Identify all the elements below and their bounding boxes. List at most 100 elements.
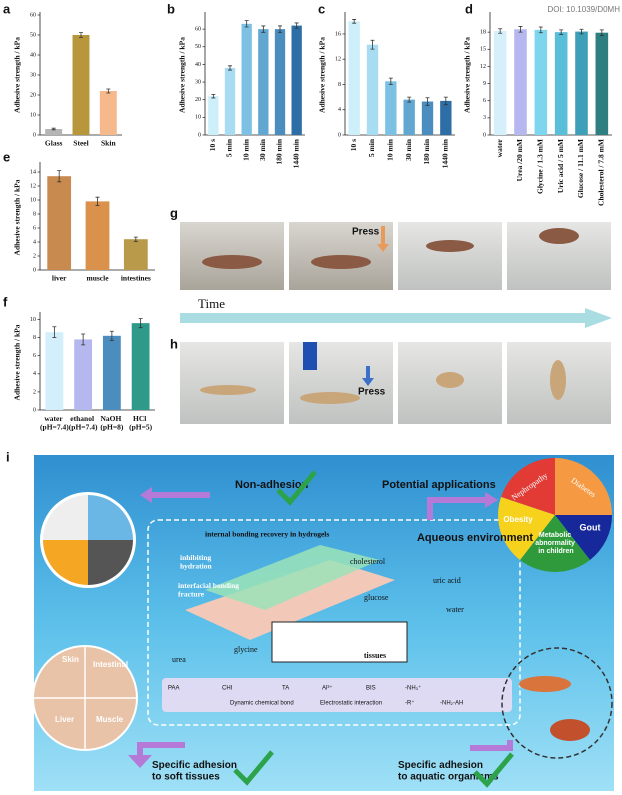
label: Dynamic chemical bond bbox=[230, 701, 294, 707]
photo bbox=[180, 342, 284, 424]
label: CHI bbox=[222, 686, 233, 692]
y-tick-label: 8 bbox=[338, 82, 341, 88]
bar bbox=[74, 339, 93, 410]
error-bar bbox=[425, 97, 430, 106]
arrow-head bbox=[128, 755, 152, 768]
y-tick-label: 20 bbox=[195, 97, 201, 103]
label: Specific adhesion to soft tissues bbox=[152, 760, 240, 783]
quadrant bbox=[88, 495, 133, 540]
y-tick-label: 12 bbox=[480, 64, 486, 70]
error-bar bbox=[294, 22, 299, 29]
shrimp bbox=[519, 676, 571, 692]
label: Non-adhesion bbox=[235, 479, 309, 491]
legend-strip bbox=[162, 678, 512, 712]
error-bar bbox=[559, 29, 564, 35]
y-tick-label: 12 bbox=[30, 183, 36, 189]
label: Potential applications bbox=[382, 479, 496, 491]
y-tick-label: 14 bbox=[30, 169, 36, 175]
x-tick-label: Glycine / 1.3 mM bbox=[536, 139, 545, 194]
arrow bbox=[470, 740, 513, 751]
bar bbox=[366, 44, 379, 135]
y-tick-label: 0 bbox=[33, 132, 36, 138]
panel-g: g Press bbox=[170, 205, 611, 290]
y-tick-label: 9 bbox=[483, 81, 486, 87]
y-tick-label: 6 bbox=[33, 353, 36, 359]
y-tick-label: 10 bbox=[30, 317, 36, 323]
label: Intestinal bbox=[93, 660, 128, 669]
error-bar bbox=[57, 170, 62, 183]
bar bbox=[102, 335, 121, 410]
bar bbox=[224, 67, 236, 135]
y-tick-label: 2 bbox=[33, 253, 36, 259]
label: Liver bbox=[55, 715, 74, 724]
label: tissues bbox=[364, 651, 386, 660]
error-bar bbox=[133, 236, 138, 242]
press-arrow bbox=[377, 226, 389, 252]
bar bbox=[47, 176, 72, 270]
bar bbox=[385, 81, 397, 135]
slice bbox=[501, 458, 555, 515]
bar bbox=[403, 99, 415, 135]
x-tick-label: NaOH (pH=8) bbox=[100, 414, 124, 432]
x-tick-label: muscle bbox=[86, 274, 109, 283]
crab bbox=[550, 719, 590, 741]
label: -NH₂-AH bbox=[440, 701, 463, 707]
y-tick-label: 0 bbox=[33, 267, 36, 273]
bar bbox=[554, 32, 568, 136]
error-bar bbox=[79, 32, 83, 38]
x-tick-label: 10 s bbox=[208, 139, 217, 151]
panel-letter: f bbox=[3, 294, 8, 309]
label: internal bonding recovery in hydrogels bbox=[205, 530, 329, 539]
y-tick-label: 10 bbox=[30, 112, 36, 118]
panel-letter: h bbox=[170, 336, 178, 351]
x-tick-label: ethanol (pH=7.4) bbox=[69, 414, 98, 432]
error-bar bbox=[407, 96, 412, 103]
bar bbox=[123, 239, 148, 270]
error-bar bbox=[52, 326, 57, 339]
label: Gout bbox=[580, 522, 601, 532]
bar bbox=[514, 29, 527, 136]
bar bbox=[85, 201, 110, 270]
error-bar bbox=[579, 28, 584, 35]
error-bar bbox=[498, 28, 503, 34]
crab bbox=[539, 228, 579, 244]
x-tick-label: Urea /20 mM bbox=[515, 139, 524, 181]
y-tick-label: 8 bbox=[33, 335, 36, 341]
x-tick-label: Skin bbox=[101, 139, 116, 148]
y-tick-label: 0 bbox=[483, 132, 486, 138]
panel-letter: b bbox=[167, 1, 175, 16]
bar bbox=[131, 323, 150, 410]
bar bbox=[493, 31, 507, 135]
y-tick-label: 60 bbox=[30, 12, 36, 18]
slice bbox=[520, 515, 590, 573]
x-tick-label: Glucose / 11.1 mM bbox=[576, 139, 585, 198]
dashed-frame bbox=[147, 519, 521, 726]
photo bbox=[398, 222, 502, 290]
label: glycine bbox=[234, 645, 258, 654]
shrimp bbox=[300, 392, 360, 404]
bar bbox=[421, 101, 434, 135]
arrow-head bbox=[140, 487, 152, 503]
y-tick-label: 50 bbox=[30, 32, 36, 38]
bar bbox=[274, 29, 286, 136]
label: water bbox=[446, 605, 464, 614]
y-axis-label: Adhesive strength / kPa bbox=[13, 179, 22, 255]
press-label: Press bbox=[358, 387, 386, 398]
error-bar bbox=[518, 26, 523, 33]
bar bbox=[72, 35, 90, 135]
x-tick-label: liver bbox=[52, 274, 67, 283]
error-bar bbox=[228, 65, 232, 71]
error-bar bbox=[106, 88, 111, 94]
y-axis-label: Adhesive strength / kPa bbox=[318, 37, 327, 113]
y-axis-label: Adhesive strength / kPa bbox=[178, 37, 187, 113]
bar bbox=[348, 21, 360, 136]
press-arrow bbox=[362, 366, 374, 386]
y-axis-label: Adhesive strength / kPa bbox=[463, 37, 472, 113]
x-tick-label: 30 min bbox=[404, 138, 413, 161]
y-axis-label: Adhesive strength / kPa bbox=[13, 37, 22, 113]
bar-chart: a Adhesive strength / kPa 0 10 20 30 40 50 60 Gla… bbox=[3, 1, 122, 148]
slice bbox=[555, 458, 612, 515]
shrimp bbox=[200, 385, 256, 395]
bar-chart: c Adhesive strength / kPa 0 4 8 12 16 10 s 5 min… bbox=[318, 1, 455, 168]
y-tick-label: 8 bbox=[33, 211, 36, 217]
